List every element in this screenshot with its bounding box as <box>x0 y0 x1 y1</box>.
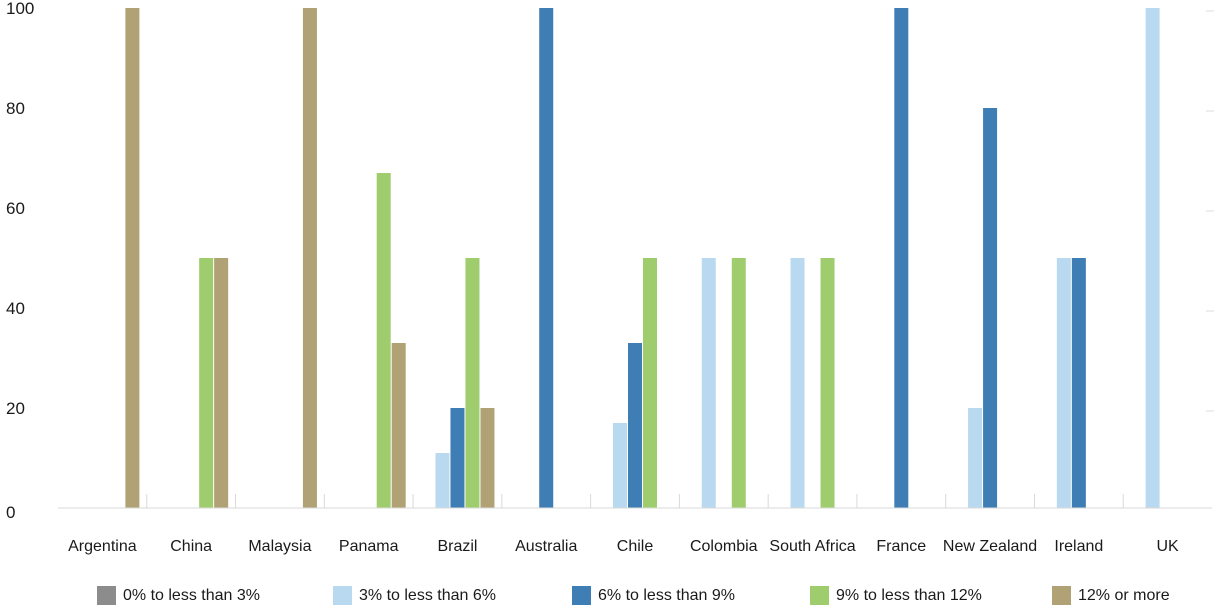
legend-label: 3% to less than 6% <box>359 586 496 604</box>
bar-chile-series-3 <box>643 258 657 508</box>
legend-label: 0% to less than 3% <box>123 586 260 604</box>
x-tick-label: UK <box>1156 538 1179 555</box>
legend-item: 9% to less than 12% <box>810 586 982 605</box>
y-axis: 0 20 40 60 80 100 <box>6 0 34 522</box>
y-tick-label: 100 <box>6 0 34 18</box>
bar-panama-series-3 <box>376 173 391 508</box>
bar-china-series-4 <box>214 258 229 508</box>
bar-uk-series-1 <box>1145 8 1160 508</box>
bar-brazil-series-2 <box>450 408 465 508</box>
bar-chart: 0 20 40 60 80 100 Argentina China Malaysia Panam… <box>6 0 1214 555</box>
x-tick-label: New Zealand <box>943 538 1037 555</box>
bar-ireland-series-2 <box>1071 258 1086 508</box>
x-tick-label: Australia <box>515 538 577 555</box>
legend-label: 12% or more <box>1078 586 1170 604</box>
bar-china-series-3 <box>199 258 214 508</box>
bar-panama-series-4 <box>391 343 406 508</box>
bar-brazil-series-3 <box>465 258 480 508</box>
y-tick-label: 60 <box>6 199 25 218</box>
legend-swatch <box>1052 586 1071 605</box>
x-tick-label: China <box>170 538 212 555</box>
legend-item: 3% to less than 6% <box>333 586 496 605</box>
bar-ireland-series-1 <box>1056 258 1071 508</box>
x-tick-label: South Africa <box>769 538 855 555</box>
x-tick-label: Brazil <box>437 538 477 555</box>
y-tick-label: 20 <box>6 399 25 418</box>
x-tick-label: Panama <box>339 538 399 555</box>
x-tick-label: Argentina <box>68 538 137 555</box>
bar-brazil-series-4 <box>480 408 495 508</box>
legend-swatch <box>97 586 116 605</box>
legend-swatch <box>333 586 352 605</box>
legend-label: 9% to less than 12% <box>836 586 982 604</box>
x-tick-label: France <box>876 538 926 555</box>
x-tick-label: Malaysia <box>248 538 311 555</box>
legend-item: 6% to less than 9% <box>572 586 735 605</box>
x-tick-label: Chile <box>617 538 654 555</box>
x-tick-label: Colombia <box>690 538 758 555</box>
bar-australia-series-2 <box>539 8 554 508</box>
legend: 0% to less than 3% 3% to less than 6% 6% t… <box>0 586 1228 610</box>
bar-new-zealand-series-1 <box>968 408 983 508</box>
bar-chile-series-1 <box>613 423 627 508</box>
bar-colombia-series-1 <box>701 258 716 508</box>
bar-france-series-2 <box>894 8 909 508</box>
legend-item: 0% to less than 3% <box>97 586 260 605</box>
bar-new-zealand-series-2 <box>983 108 998 508</box>
legend-swatch <box>572 586 591 605</box>
right-axis-ticks <box>1206 10 1214 412</box>
bar-brazil-series-1 <box>435 453 450 508</box>
y-tick-label: 80 <box>6 99 25 118</box>
x-axis: Argentina China Malaysia Panama Brazil Austra… <box>68 494 1179 555</box>
legend-swatch <box>810 586 829 605</box>
bar-chile-series-2 <box>628 343 642 508</box>
bars-group <box>125 8 1160 508</box>
bar-argentina-series-4 <box>125 8 140 508</box>
bar-colombia-series-3 <box>731 258 746 508</box>
y-tick-label: 0 <box>6 503 15 522</box>
bar-malaysia-series-4 <box>302 8 317 508</box>
bar-south-africa-series-3 <box>820 258 835 508</box>
bar-south-africa-series-1 <box>790 258 805 508</box>
legend-label: 6% to less than 9% <box>598 586 735 604</box>
legend-item: 12% or more <box>1052 586 1170 605</box>
y-tick-label: 40 <box>6 299 25 318</box>
x-tick-label: Ireland <box>1054 538 1103 555</box>
